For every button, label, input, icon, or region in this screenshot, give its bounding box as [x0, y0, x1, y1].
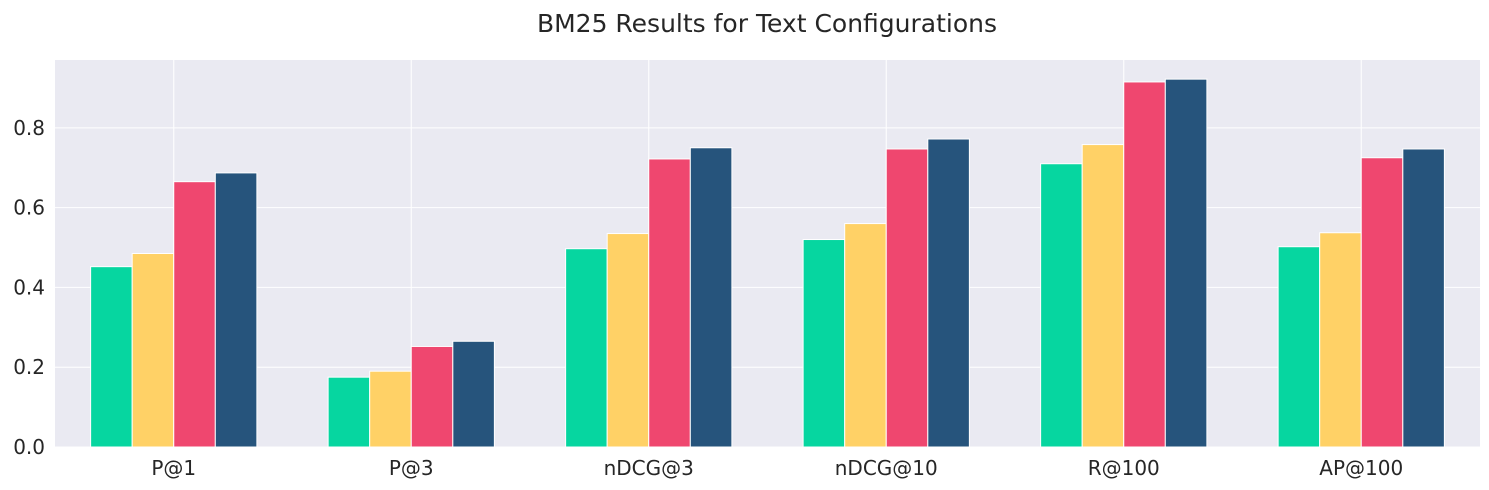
bar: [885, 148, 929, 448]
bar: [565, 248, 608, 448]
bar: [131, 253, 175, 448]
bar: [327, 376, 371, 448]
plot-area: [55, 60, 1480, 447]
y-tick-label: 0.8: [13, 116, 45, 140]
bar: [1081, 144, 1125, 448]
bar: [1360, 157, 1404, 448]
bar: [173, 181, 216, 448]
bar: [1319, 232, 1362, 448]
bar: [410, 345, 454, 448]
bar: [844, 223, 887, 448]
bar: [369, 370, 412, 448]
x-tick-label: R@100: [1088, 456, 1160, 480]
bar: [1123, 81, 1166, 448]
y-tick-label: 0.0: [13, 435, 45, 459]
bars: [90, 78, 1445, 448]
x-tick-label: P@1: [151, 456, 196, 480]
x-tick-label: P@3: [389, 456, 434, 480]
bar: [1402, 148, 1445, 448]
y-tick-label: 0.6: [13, 196, 45, 220]
bar: [648, 158, 691, 448]
bar: [802, 239, 846, 448]
chart-title: BM25 Results for Text Configurations: [537, 9, 997, 38]
bar: [214, 172, 258, 448]
x-tick-label: AP@100: [1319, 456, 1403, 480]
y-tick-label: 0.2: [13, 355, 45, 379]
bar: [927, 138, 970, 448]
bar: [452, 340, 495, 448]
y-axis-ticks: 0.0 0.2 0.4 0.6 0.8: [13, 116, 45, 459]
bar: [90, 266, 133, 448]
bar: [606, 233, 650, 448]
x-tick-label: nDCG@10: [835, 456, 938, 480]
bar: [1040, 163, 1083, 448]
y-tick-label: 0.4: [13, 275, 45, 299]
x-tick-label: nDCG@3: [604, 456, 694, 480]
bar: [1164, 78, 1208, 448]
bar: [689, 147, 733, 448]
x-axis-ticks: P@1 P@3 nDCG@3 nDCG@10 R@100 AP@100: [151, 456, 1403, 480]
bar: [1277, 246, 1321, 448]
